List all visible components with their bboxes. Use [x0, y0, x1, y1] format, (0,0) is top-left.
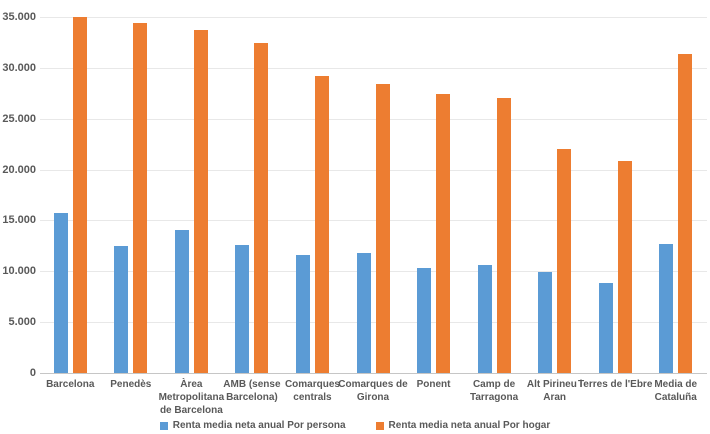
bar-persona-1 [114, 245, 129, 373]
x-axis-category-label: Comarques de Girona [338, 379, 408, 403]
bar-hogar-0 [72, 17, 87, 373]
legend-label: Renta media neta anual Por hogar [388, 420, 551, 431]
bar-hogar-4 [314, 75, 329, 373]
bar-persona-10 [659, 243, 674, 373]
y-axis-tick-label: 5.000 [8, 316, 36, 329]
bar-hogar-10 [678, 53, 693, 373]
x-axis-category-label: Terres de l'Ebre [577, 379, 653, 390]
x-axis-category-label: AMB (sense Barcelona) [223, 379, 281, 403]
x-axis-category-label: Alt Pirineu i Aran [526, 379, 583, 403]
bar-persona-8 [538, 272, 553, 373]
bar-hogar-8 [557, 149, 572, 373]
bar-hogar-3 [254, 43, 269, 373]
legend: Renta media neta anual Por persona Renta … [0, 420, 710, 431]
bar-hogar-6 [436, 94, 451, 373]
bar-hogar-2 [193, 30, 208, 373]
legend-item-hogar: Renta media neta anual Por hogar [375, 420, 551, 431]
x-axis-category-label: Àrea Metropolitana de Barcelona [158, 379, 225, 416]
gridline [40, 17, 707, 18]
bar-persona-9 [598, 283, 613, 373]
y-axis-tick-label: 30.000 [2, 61, 36, 74]
bar-persona-4 [295, 255, 310, 373]
y-axis-tick-label: 10.000 [2, 265, 36, 278]
bar-hogar-5 [375, 84, 390, 373]
y-axis-tick-label: 0 [29, 367, 36, 379]
x-axis-category-label: Comarques centrals [284, 379, 340, 403]
bar-hogar-7 [496, 98, 511, 373]
x-axis-category-label: Camp de Tarragona [469, 379, 519, 403]
x-axis-category-label: Media de Cataluña [654, 379, 698, 403]
bar-hogar-1 [133, 23, 148, 373]
x-axis-line [40, 373, 707, 374]
y-axis-tick-label: 25.000 [2, 112, 36, 125]
gridline [40, 169, 707, 171]
legend-swatch-icon [159, 421, 168, 430]
bar-persona-0 [53, 213, 68, 373]
bar-persona-2 [174, 229, 189, 373]
x-axis-category-label: Barcelona [46, 379, 95, 390]
gridline [40, 322, 707, 324]
gridline [40, 220, 707, 222]
x-axis-category-label: Ponent [416, 379, 451, 390]
legend-swatch-icon [375, 421, 384, 430]
bar-persona-5 [356, 252, 371, 373]
x-axis-category-label: Penedès [110, 379, 152, 390]
y-axis-tick-label: 20.000 [2, 163, 36, 176]
bar-persona-7 [477, 265, 492, 373]
bar-hogar-9 [617, 161, 632, 373]
y-axis-tick-label: 15.000 [2, 214, 36, 227]
bar-persona-6 [417, 268, 432, 373]
legend-label: Renta media neta anual Por persona [172, 420, 346, 431]
legend-item-persona: Renta media neta anual Por persona [159, 420, 346, 431]
gridline [40, 67, 707, 69]
gridline [40, 118, 707, 120]
gridline [40, 271, 707, 273]
y-axis-tick-label: 35.000 [2, 11, 36, 23]
bar-persona-3 [235, 244, 250, 373]
